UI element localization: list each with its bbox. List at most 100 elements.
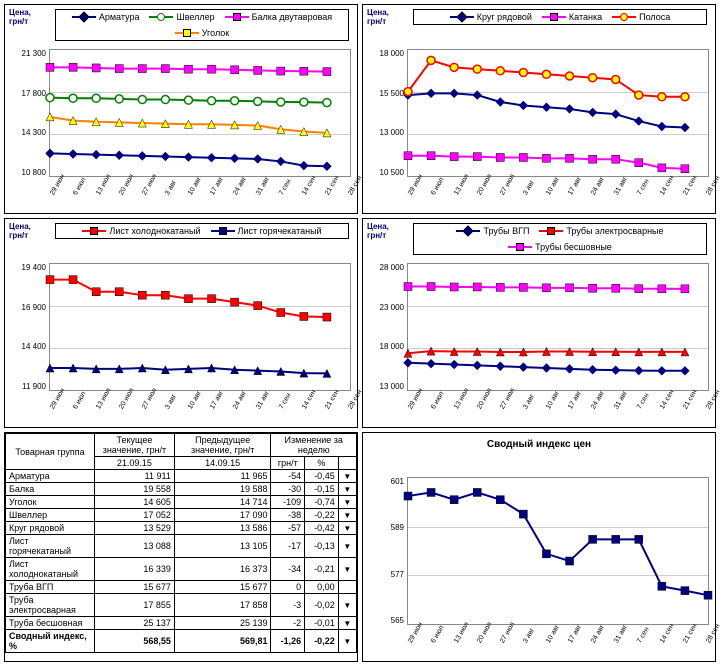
cell-delta: -17 — [271, 535, 305, 558]
y-tick: 28 000 — [367, 263, 404, 272]
cell-name: Труба ВГП — [6, 581, 95, 594]
cell-delta: -57 — [271, 522, 305, 535]
chart-title: Сводный индекс цен — [363, 439, 715, 450]
cell-pct: -0,13 — [305, 535, 339, 558]
y-axis: 28 000 23 000 18 000 13 000 — [367, 263, 407, 391]
down-arrow-icon — [343, 541, 351, 551]
cell-prev: 16 373 — [174, 558, 271, 581]
chart-5: Сводный индекс цен60158957756529 июн6 ию… — [362, 432, 716, 662]
cell-name: Балка — [6, 483, 95, 496]
y-tick: 23 000 — [367, 303, 404, 312]
plot-area — [49, 263, 351, 391]
cell-prev: 11 965 — [174, 470, 271, 483]
th-current: Текущее значение, грн/т — [95, 434, 175, 457]
cell-prev: 569,81 — [174, 630, 271, 653]
y-tick: 11 900 — [9, 382, 46, 391]
y-tick: 10 800 — [9, 168, 46, 177]
series-svg — [50, 264, 350, 394]
y-axis-label: Цена,грн/т — [367, 9, 389, 27]
legend-item: Полоса — [612, 12, 670, 22]
y-axis-label: Цена,грн/т — [367, 223, 389, 241]
y-axis: 21 30017 80014 30010 800 — [9, 49, 49, 177]
down-arrow-icon — [343, 636, 351, 646]
cell-name: Труба электросварная — [6, 594, 95, 617]
legend-label: Балка двутавровая — [252, 12, 333, 22]
legend-label: Швеллер — [176, 12, 214, 22]
cell-arrow — [338, 483, 356, 496]
y-axis-label: Цена,грн/т — [9, 223, 31, 241]
chart-4: Цена,грн/тТрубы ВГПТрубы электросварныеТ… — [362, 218, 716, 428]
down-arrow-icon — [343, 510, 351, 520]
cell-prev: 13 586 — [174, 522, 271, 535]
cell-pct: -0,74 — [305, 496, 339, 509]
th-group: Товарная группа — [6, 434, 95, 470]
down-arrow-icon — [343, 600, 351, 610]
cell-cur: 19 558 — [95, 483, 175, 496]
legend-label: Трубы электросварные — [566, 226, 663, 236]
y-tick: 10 500 — [367, 168, 404, 177]
x-axis: 29 июн6 июл13 июл20 июл27 июл3 авг10 авг… — [49, 179, 351, 211]
plot-area — [407, 477, 709, 625]
cell-delta: -54 — [271, 470, 305, 483]
y-tick: 16 900 — [9, 303, 46, 312]
y-tick: 13 000 — [367, 382, 404, 391]
cell-delta: -34 — [271, 558, 305, 581]
y-axis: 601589577565 — [367, 477, 407, 625]
cell-cur: 11 911 — [95, 470, 175, 483]
chart-3: Цена,грн/т Лист холоднокатаныйЛист горяче… — [4, 218, 358, 428]
cell-name: Лист горячекатаный — [6, 535, 95, 558]
y-tick: 18 000 — [367, 342, 404, 351]
legend: Лист холоднокатаныйЛист горячекатаный — [55, 223, 349, 239]
cell-prev: 13 105 — [174, 535, 271, 558]
table-row: Труба бесшовная 25 137 25 139 -2 -0,01 — [6, 617, 357, 630]
cell-name: Арматура — [6, 470, 95, 483]
cell-pct: -0,02 — [305, 594, 339, 617]
cell-pct: -0,22 — [305, 509, 339, 522]
cell-cur: 15 677 — [95, 581, 175, 594]
cell-cur: 14 605 — [95, 496, 175, 509]
y-tick: 21 300 — [9, 49, 46, 58]
y-axis: 19 40016 90014 40011 900 — [9, 263, 49, 391]
cell-arrow — [338, 535, 356, 558]
legend-label: Арматура — [99, 12, 140, 22]
table-row-summary: Сводный индекс, % 568,55 569,81 -1,26 -0… — [6, 630, 357, 653]
cell-name: Сводный индекс, % — [6, 630, 95, 653]
y-tick: 13 000 — [367, 128, 404, 137]
cell-prev: 15 677 — [174, 581, 271, 594]
table-row: Балка 19 558 19 588 -30 -0,15 — [6, 483, 357, 496]
cell-prev: 14 714 — [174, 496, 271, 509]
series-svg — [408, 478, 708, 608]
cell-name: Уголок — [6, 496, 95, 509]
cell-delta: 0 — [271, 581, 305, 594]
cell-arrow — [338, 470, 356, 483]
data-table: Товарная группа Текущее значение, грн/т … — [4, 432, 358, 662]
dashboard: Цена,грн/т Арматура Швеллер Балка двутавров… — [0, 0, 720, 666]
chart-1: Цена,грн/тАрматураШвеллерБалка двутавров… — [4, 4, 358, 214]
cell-pct: -0,22 — [305, 630, 339, 653]
cell-cur: 25 137 — [95, 617, 175, 630]
cell-delta: -30 — [271, 483, 305, 496]
series-svg — [408, 50, 708, 180]
cell-delta: -1,26 — [271, 630, 305, 653]
cell-delta: -2 — [271, 617, 305, 630]
cell-pct: -0,21 — [305, 558, 339, 581]
cell-arrow — [338, 509, 356, 522]
price-table: Товарная группа Текущее значение, грн/т … — [5, 433, 357, 653]
cell-name: Лист холоднокатаный — [6, 558, 95, 581]
table-row: Арматура 11 911 11 965 -54 -0,45 — [6, 470, 357, 483]
legend-item: Балка двутавровая — [225, 12, 333, 22]
cell-arrow — [338, 594, 356, 617]
table-row: Труба ВГП 15 677 15 677 0 0,00 — [6, 581, 357, 594]
table-row: Швеллер 17 052 17 090 -38 -0,22 — [6, 509, 357, 522]
cell-pct: -0,42 — [305, 522, 339, 535]
cell-arrow — [338, 558, 356, 581]
cell-pct: -0,01 — [305, 617, 339, 630]
cell-arrow — [338, 522, 356, 535]
cell-cur: 13 088 — [95, 535, 175, 558]
y-tick: 19 400 — [9, 263, 46, 272]
legend-label: Круг рядовой — [477, 12, 532, 22]
cell-cur: 16 339 — [95, 558, 175, 581]
legend-item: Уголок — [175, 28, 230, 38]
legend-label: Полоса — [639, 12, 670, 22]
series-svg — [408, 264, 708, 394]
